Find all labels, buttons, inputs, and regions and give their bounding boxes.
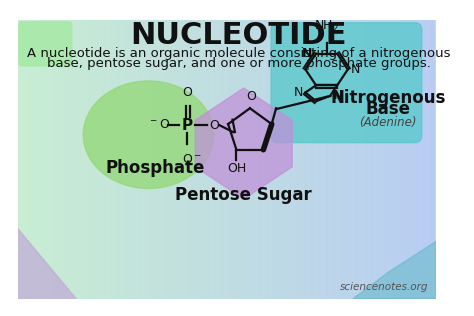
Text: Pentose Sugar: Pentose Sugar xyxy=(175,186,312,204)
Text: Phosphate: Phosphate xyxy=(105,159,204,177)
Text: Nitrogenous: Nitrogenous xyxy=(331,89,446,107)
Text: sciencenotes.org: sciencenotes.org xyxy=(340,282,429,292)
Ellipse shape xyxy=(83,81,214,188)
Text: N: N xyxy=(333,89,343,102)
Text: N: N xyxy=(302,47,312,60)
Text: O: O xyxy=(182,86,192,99)
Text: O: O xyxy=(247,90,256,103)
Polygon shape xyxy=(14,224,80,303)
Text: Base: Base xyxy=(366,100,411,118)
FancyBboxPatch shape xyxy=(19,22,72,66)
Text: OH: OH xyxy=(227,162,246,175)
Text: O$^-$: O$^-$ xyxy=(182,153,202,166)
Text: NH$_2$: NH$_2$ xyxy=(314,19,339,34)
FancyBboxPatch shape xyxy=(271,23,422,143)
Polygon shape xyxy=(353,241,436,299)
Text: (Adenine): (Adenine) xyxy=(360,116,417,129)
Text: NUCLEOTIDE: NUCLEOTIDE xyxy=(130,21,346,51)
Text: N: N xyxy=(350,63,360,76)
Polygon shape xyxy=(195,88,292,199)
Text: base, pentose sugar, and one or more phosphate groups.: base, pentose sugar, and one or more pho… xyxy=(46,57,430,70)
Text: $^-$O: $^-$O xyxy=(148,118,170,131)
Text: N: N xyxy=(293,86,303,99)
Text: O: O xyxy=(209,118,219,131)
Text: P: P xyxy=(182,118,193,132)
Text: A nucleotide is an organic molecule consisting of a nitrogenous: A nucleotide is an organic molecule cons… xyxy=(27,47,450,60)
